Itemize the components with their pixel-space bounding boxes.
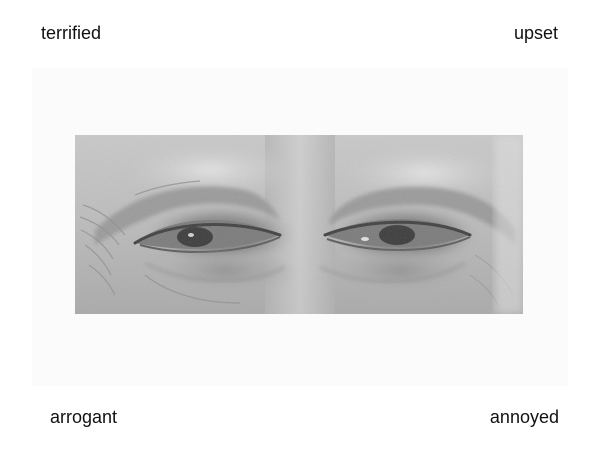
eyes-photo bbox=[75, 135, 523, 314]
option-annoyed[interactable]: annoyed bbox=[489, 407, 559, 427]
option-terrified[interactable]: terrified bbox=[41, 23, 102, 43]
eyes-photo-graphic bbox=[75, 135, 523, 314]
option-arrogant[interactable]: arrogant bbox=[50, 407, 118, 427]
option-upset[interactable]: upset bbox=[513, 23, 558, 43]
